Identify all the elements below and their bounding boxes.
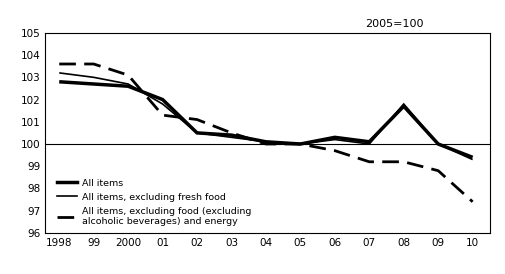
Legend: All items, All items, excluding fresh food, All items, excluding food (excluding: All items, All items, excluding fresh fo…	[55, 177, 254, 228]
Text: 2005=100: 2005=100	[365, 19, 423, 29]
